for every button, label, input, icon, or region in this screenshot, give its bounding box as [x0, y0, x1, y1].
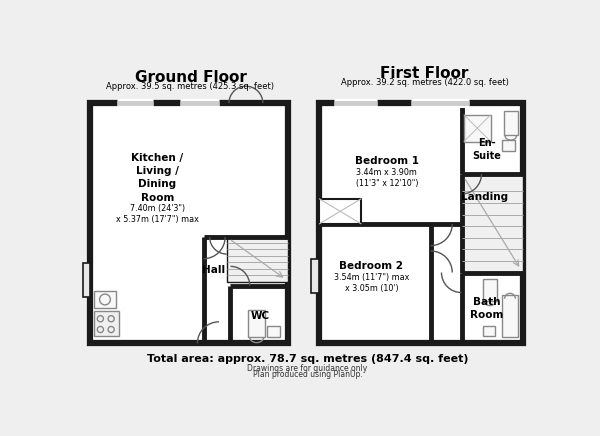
Bar — [483, 279, 497, 301]
Bar — [319, 199, 361, 224]
Text: Kitchen /
Living /
Dining
Room: Kitchen / Living / Dining Room — [131, 153, 184, 203]
Bar — [94, 311, 119, 336]
Bar — [502, 140, 515, 151]
Text: 3.44m x 3.90m
(11'3" x 12'10"): 3.44m x 3.90m (11'3" x 12'10") — [356, 168, 418, 188]
Bar — [502, 295, 518, 337]
Text: 7.40m (24'3")
x 5.37m (17'7") max: 7.40m (24'3") x 5.37m (17'7") max — [116, 204, 199, 224]
Bar — [83, 262, 91, 297]
Bar — [483, 326, 494, 336]
Bar — [461, 174, 523, 272]
Bar — [464, 115, 491, 142]
Text: WC: WC — [250, 311, 269, 321]
Bar — [268, 327, 280, 337]
Text: Landing: Landing — [461, 192, 508, 202]
Text: Bedroom 2: Bedroom 2 — [340, 261, 403, 271]
Bar — [94, 291, 116, 308]
Text: En-
Suite: En- Suite — [472, 138, 502, 161]
Bar — [248, 310, 265, 337]
Text: Ground Floor: Ground Floor — [134, 70, 247, 85]
Text: Approx. 39.5 sq. metres (425.3 sq. feet): Approx. 39.5 sq. metres (425.3 sq. feet) — [106, 82, 274, 91]
Text: Plan produced using PlanUp.: Plan produced using PlanUp. — [253, 371, 362, 379]
Text: Approx. 39.2 sq. metres (422.0 sq. feet): Approx. 39.2 sq. metres (422.0 sq. feet) — [341, 78, 508, 87]
Bar — [504, 111, 518, 136]
Text: Bath
Room: Bath Room — [470, 297, 503, 320]
Bar — [227, 237, 288, 282]
Bar — [319, 103, 523, 344]
Text: Drawings are for guidance only: Drawings are for guidance only — [247, 364, 368, 372]
Bar — [91, 103, 288, 344]
Text: 3.54m (11'7") max
x 3.05m (10'): 3.54m (11'7") max x 3.05m (10') — [334, 273, 409, 293]
Bar — [311, 259, 319, 293]
Text: Hall: Hall — [202, 265, 225, 275]
Text: Bedroom 1: Bedroom 1 — [355, 156, 419, 166]
Text: First Floor: First Floor — [380, 66, 469, 82]
Text: Total area: approx. 78.7 sq. metres (847.4 sq. feet): Total area: approx. 78.7 sq. metres (847… — [147, 354, 468, 364]
